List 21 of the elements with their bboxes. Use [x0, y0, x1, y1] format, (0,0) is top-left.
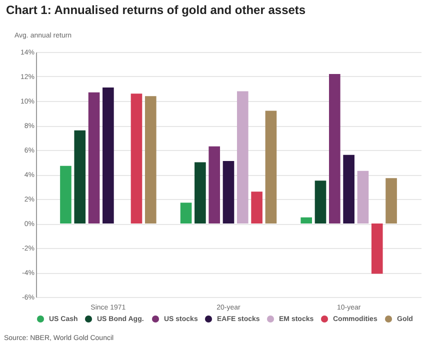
bar: [60, 166, 72, 224]
bar: [144, 96, 156, 224]
bar: [130, 94, 142, 224]
bar: [357, 170, 369, 224]
bar: [102, 88, 114, 224]
bar: [236, 91, 248, 224]
bar: [300, 217, 312, 224]
bar: [88, 92, 100, 224]
bar: [371, 224, 383, 274]
bar: [314, 180, 326, 224]
bar: [343, 154, 354, 224]
bar: [328, 74, 340, 224]
bar: [208, 146, 220, 224]
bar: [251, 192, 262, 224]
bar: [265, 110, 277, 224]
bar: [180, 202, 192, 224]
chart-title: Chart 1: Annualised returns of gold and other assets: [6, 3, 306, 17]
bar: [194, 162, 206, 224]
bar: [74, 130, 86, 224]
bar: [222, 161, 234, 224]
bar: [386, 178, 397, 224]
